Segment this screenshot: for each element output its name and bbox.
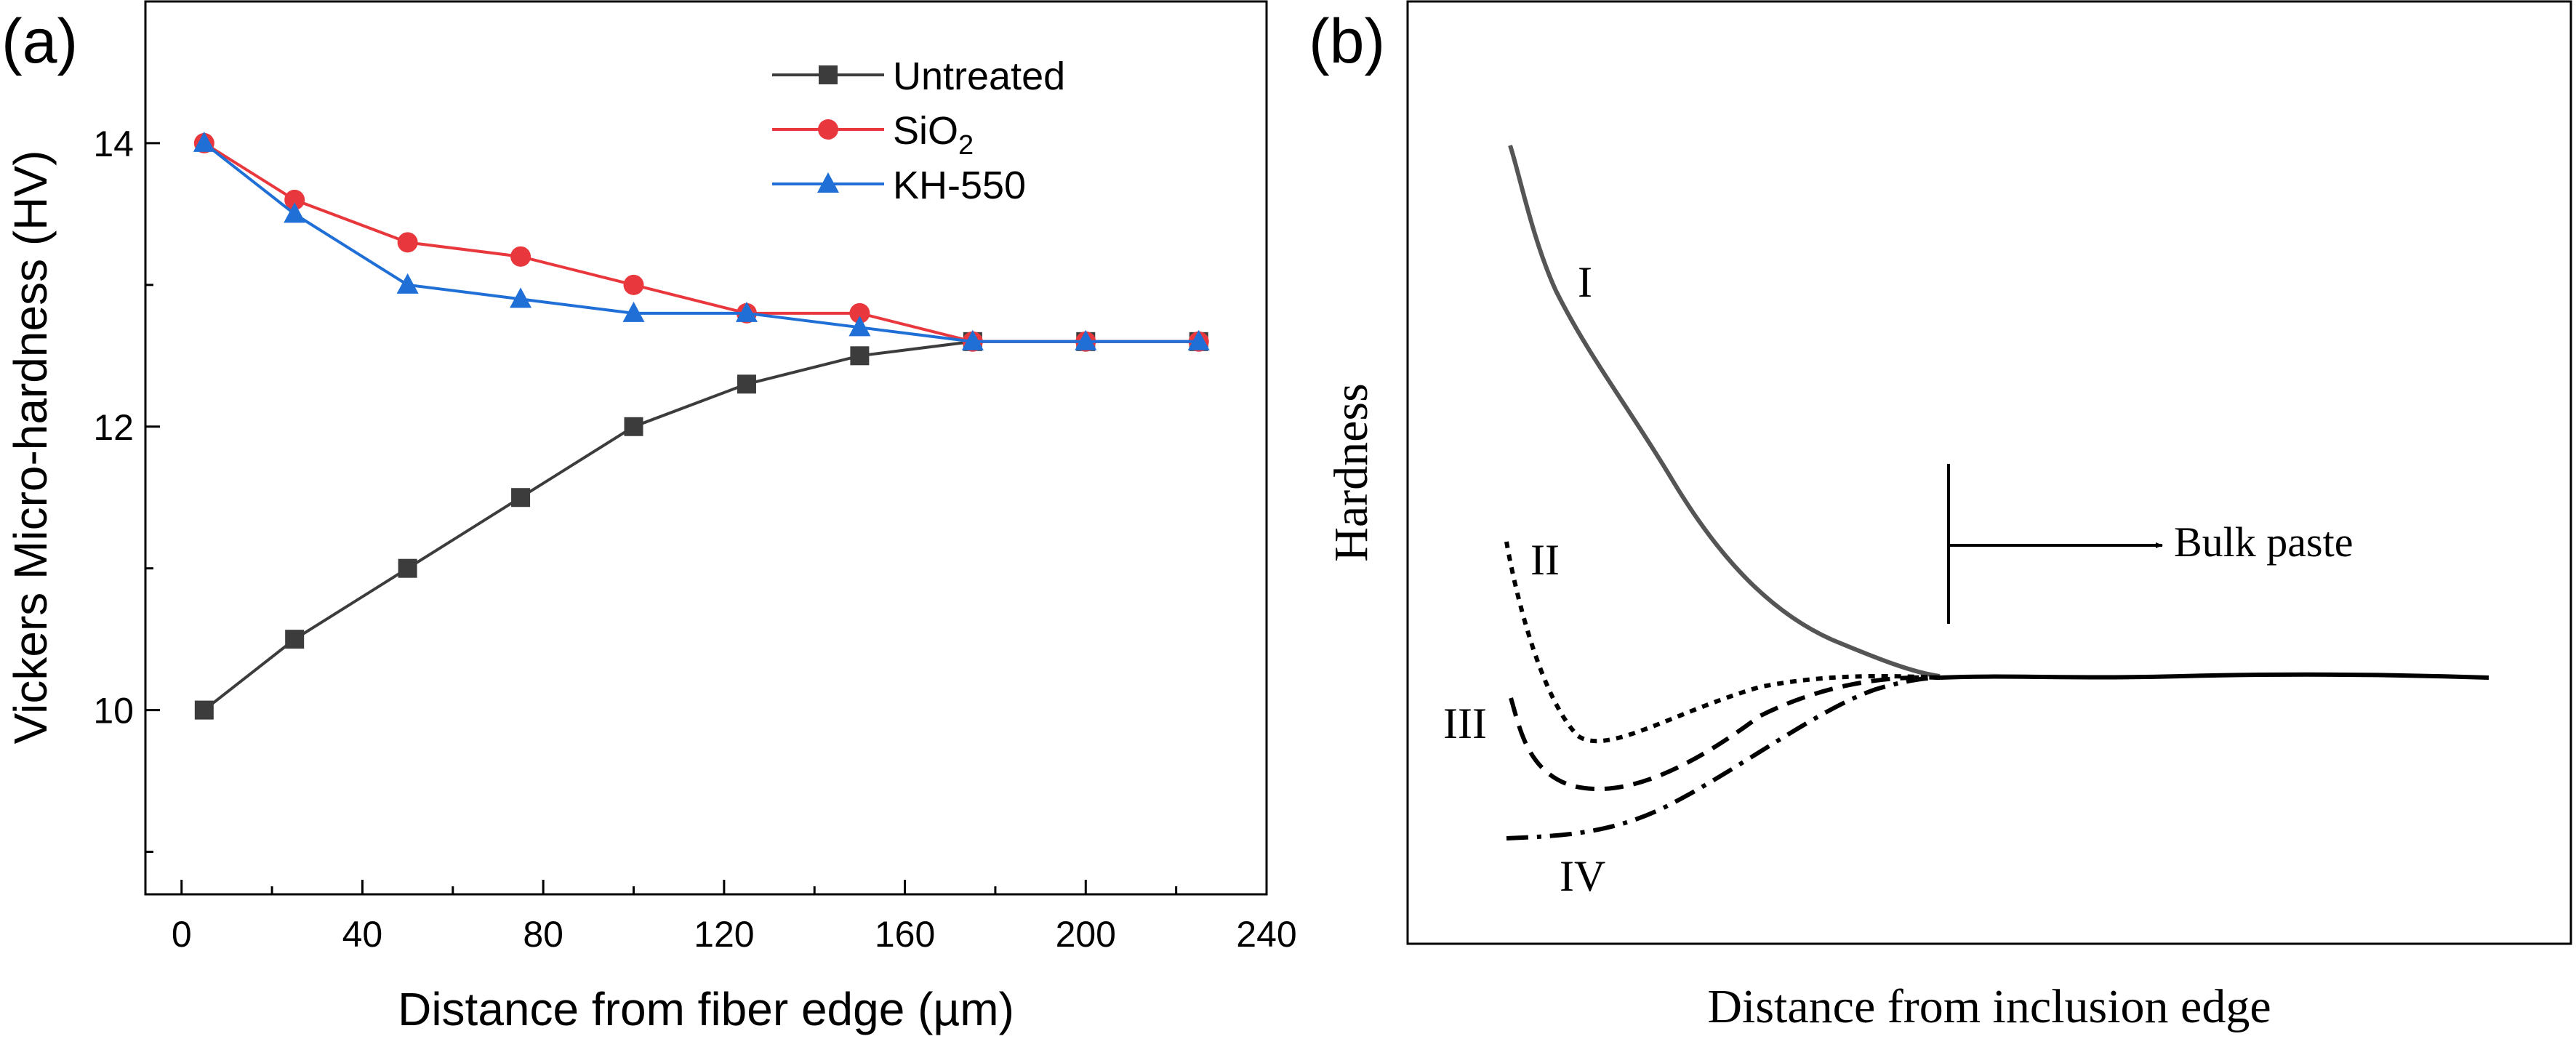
series-line-untreated [203, 340, 1199, 712]
x-tick-label: 200 [1056, 914, 1116, 955]
panel-b-curve-iv [1506, 675, 1941, 841]
data-point-kh-550 [193, 131, 215, 152]
data-point-kh-550 [396, 273, 419, 294]
panel-b-curve-label-i: I [1578, 258, 1592, 306]
legend-label-untreated: Untreated [893, 55, 1065, 98]
panel-b-label: (b) [1309, 7, 1385, 76]
panel-b-bulk-paste-label: Bulk paste [2174, 518, 2353, 566]
data-point-kh-550 [735, 301, 758, 322]
panel-a-plot-frame [144, 0, 1268, 896]
x-tick-label: 40 [342, 914, 383, 955]
data-point-untreated [737, 374, 756, 394]
panel-a-label: (a) [1, 7, 78, 76]
data-point-sio2 [510, 246, 531, 267]
panel-a-series-group [193, 131, 1210, 720]
y-tick-label: 10 [93, 691, 134, 731]
data-point-kh-550 [961, 329, 984, 350]
data-point-untreated [194, 700, 214, 720]
data-point-sio2 [849, 302, 870, 324]
panel-b-curve-label-ii: II [1530, 536, 1560, 584]
legend-marker-sio2 [818, 119, 838, 140]
x-tick-label: 0 [172, 914, 192, 955]
data-point-sio2 [623, 274, 644, 295]
panel-b-y-axis-label: Hardness [1325, 383, 1378, 562]
data-point-untreated [850, 346, 870, 366]
panel-b-curve-label-iv: IV [1560, 852, 1605, 900]
y-tick-label: 12 [93, 407, 134, 448]
x-tick-label: 160 [875, 914, 935, 955]
data-point-sio2 [284, 189, 305, 210]
panel-b-plot-frame [1406, 0, 2572, 945]
x-tick-label: 240 [1236, 914, 1296, 955]
panel-b-curve-label-iii: III [1443, 699, 1487, 747]
legend-label-sio2: SiO2 [893, 109, 974, 161]
data-point-untreated [511, 488, 531, 508]
panel-b-x-axis-label: Distance from inclusion edge [1707, 980, 2271, 1033]
x-tick-label: 80 [523, 914, 563, 955]
panel-b-curve-i [1508, 145, 1941, 678]
panel-b-curve-ii [1504, 541, 1941, 744]
data-point-kh-550 [1075, 329, 1097, 350]
panel-b-bulk-line [1939, 672, 2489, 680]
legend-label-kh-550: KH-550 [893, 164, 1026, 207]
panel-a-x-axis-label: Distance from fiber edge (µm) [398, 983, 1014, 1035]
data-point-untreated [398, 558, 417, 578]
data-point-kh-550 [622, 301, 645, 322]
y-tick-label: 14 [93, 124, 134, 164]
panel-a-y-axis-label: Vickers Micro-hardness (HV) [4, 151, 57, 745]
data-point-kh-550 [510, 287, 532, 308]
panel-a-axis-ticks: 0 40 80 120 160 200 240 10 12 14 [93, 124, 1296, 955]
series-line-kh-550 [203, 142, 1199, 343]
data-point-untreated [624, 417, 643, 436]
legend-marker-kh-550 [817, 172, 839, 193]
data-point-kh-550 [1187, 329, 1210, 350]
panel-a: (a) 0 40 80 120 160 200 240 10 12 14 Distance fro… [1, 0, 1297, 1035]
panel-b: (b) Bulk paste I II III IV Distance from… [1309, 0, 2572, 1033]
data-point-untreated [285, 630, 305, 649]
x-tick-label: 120 [694, 914, 754, 955]
data-point-sio2 [397, 232, 418, 253]
data-point-kh-550 [848, 316, 871, 337]
data-point-kh-550 [284, 202, 306, 223]
legend-marker-untreated [819, 65, 838, 84]
panel-b-curve-iii [1509, 675, 1941, 792]
